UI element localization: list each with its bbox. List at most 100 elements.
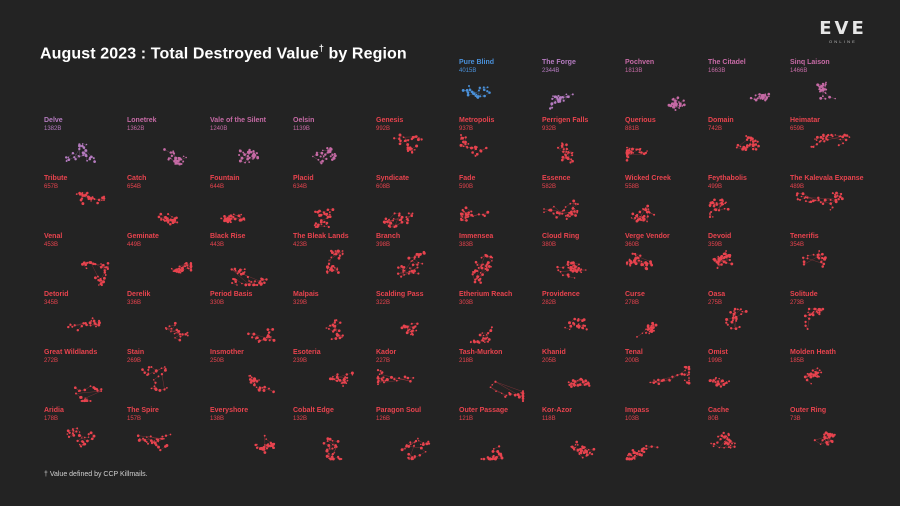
system-dot — [482, 88, 486, 92]
system-dot — [470, 210, 473, 213]
system-dot — [650, 328, 653, 331]
region-value: 282B — [542, 300, 557, 306]
system-dot — [817, 253, 820, 256]
system-dot — [101, 199, 103, 201]
system-dot — [486, 261, 490, 265]
system-dot — [240, 156, 244, 160]
system-dot — [329, 457, 333, 461]
system-dot — [649, 260, 652, 263]
region-map — [471, 253, 494, 284]
system-dot — [567, 275, 570, 278]
system-dot — [262, 445, 266, 449]
system-dot — [237, 269, 241, 273]
system-dot — [646, 215, 649, 218]
page-title: August 2023 : Total Destroyed Value† by … — [40, 43, 407, 63]
system-dot — [811, 373, 813, 375]
system-dot — [731, 442, 733, 445]
region-value: 992B — [376, 126, 391, 132]
region-map — [157, 212, 179, 226]
system-dot — [564, 206, 567, 208]
gate-link — [231, 269, 261, 282]
system-dot — [798, 198, 802, 201]
region-domain: Domain 742B — [708, 117, 788, 173]
system-dot — [730, 327, 733, 330]
system-dot — [416, 266, 419, 269]
system-dot — [460, 212, 463, 215]
system-dot — [238, 149, 241, 152]
system-dot — [578, 379, 580, 381]
gate-link — [334, 322, 338, 335]
system-dot — [717, 255, 719, 258]
system-dot — [395, 379, 398, 382]
system-dot — [818, 87, 821, 89]
system-dot — [561, 274, 564, 277]
system-dot — [682, 103, 686, 107]
region-name: Geminate — [127, 233, 159, 240]
gate-link — [83, 147, 92, 158]
system-dot — [568, 212, 570, 214]
system-dot — [82, 322, 85, 325]
system-dot — [77, 155, 80, 157]
system-dot — [741, 310, 744, 313]
region-delve: Delve 1382B — [44, 117, 124, 173]
region-map — [254, 434, 276, 454]
system-dot — [406, 143, 410, 147]
system-dot — [644, 208, 648, 212]
system-dot — [645, 210, 649, 214]
system-dot — [336, 271, 340, 274]
region-value: 121B — [459, 416, 474, 422]
system-dot — [564, 215, 567, 217]
system-dot — [686, 381, 689, 384]
system-dot — [565, 150, 568, 153]
system-dot — [169, 433, 172, 436]
system-dot — [564, 154, 567, 157]
gate-link — [569, 324, 575, 330]
system-dot — [103, 269, 106, 272]
system-dot — [644, 262, 648, 265]
system-dot — [406, 325, 409, 328]
region-placid: Placid 634B — [293, 175, 373, 231]
system-dot — [82, 154, 85, 157]
system-dot — [400, 275, 403, 278]
system-dot — [95, 325, 97, 328]
region-fountain: Fountain 644B — [210, 175, 290, 231]
system-dot — [87, 197, 91, 201]
region-name: Vale of the Silent — [210, 117, 267, 124]
system-dot — [407, 212, 410, 215]
system-dot — [711, 201, 715, 205]
system-dot — [145, 436, 148, 438]
region-name: Tribute — [44, 175, 68, 182]
region-value: 608B — [376, 184, 391, 190]
region-value: 1362B — [127, 126, 145, 132]
system-dot — [164, 326, 167, 330]
system-dot — [461, 216, 464, 218]
system-dot — [731, 319, 734, 322]
system-dot — [640, 263, 644, 266]
system-dot — [815, 143, 819, 146]
region-genesis: Genesis 992B — [376, 117, 456, 173]
system-dot — [720, 255, 723, 257]
system-dot — [572, 199, 576, 203]
system-dot — [634, 254, 637, 257]
system-dot — [153, 440, 156, 442]
region-value: 250B — [210, 358, 225, 364]
system-dot — [190, 268, 192, 271]
gate-link — [153, 376, 159, 381]
gate-link — [328, 250, 343, 261]
system-dot — [417, 261, 420, 264]
title-text: August 2023 : Total Destroyed Value — [40, 45, 319, 63]
region-the-spire: The Spire 157B — [127, 407, 207, 463]
system-dot — [464, 216, 467, 219]
system-dot — [739, 145, 742, 148]
region-scalding-pass: Scalding Pass 322B — [376, 291, 456, 347]
gate-link — [736, 139, 748, 148]
system-dot — [634, 214, 637, 217]
system-dot — [405, 216, 408, 219]
system-dot — [248, 280, 250, 282]
region-map — [461, 85, 491, 99]
system-dot — [384, 379, 387, 382]
system-dot — [384, 217, 388, 221]
system-dot — [682, 99, 685, 102]
system-dot — [819, 201, 822, 204]
system-dot — [576, 384, 580, 387]
